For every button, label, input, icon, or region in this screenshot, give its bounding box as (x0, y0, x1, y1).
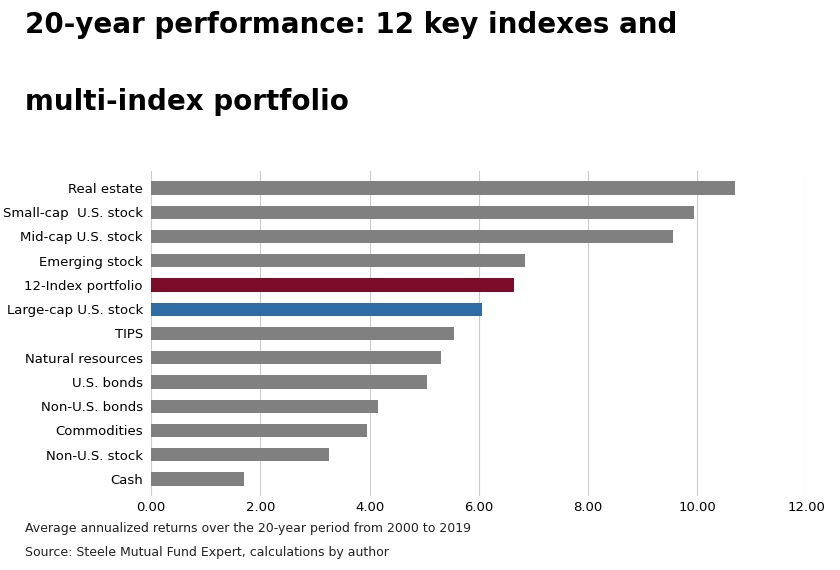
Bar (151, 254, 525, 267)
Bar (151, 473, 244, 486)
Text: Average annualized returns over the 20-year period from 2000 to 2019: Average annualized returns over the 20-y… (25, 522, 471, 535)
Bar (151, 303, 481, 316)
Text: multi-index portfolio: multi-index portfolio (25, 88, 349, 116)
Text: 20-year performance: 12 key indexes and: 20-year performance: 12 key indexes and (25, 11, 678, 39)
Bar (151, 351, 441, 364)
Bar (151, 278, 514, 292)
Bar (151, 206, 695, 219)
Bar (151, 181, 736, 194)
Bar (151, 448, 328, 461)
Text: Source: Steele Mutual Fund Expert, calculations by author: Source: Steele Mutual Fund Expert, calcu… (25, 546, 389, 559)
Bar (151, 230, 673, 243)
Bar (151, 327, 454, 340)
Bar (151, 424, 367, 437)
Bar (151, 375, 427, 389)
Bar (151, 400, 378, 413)
